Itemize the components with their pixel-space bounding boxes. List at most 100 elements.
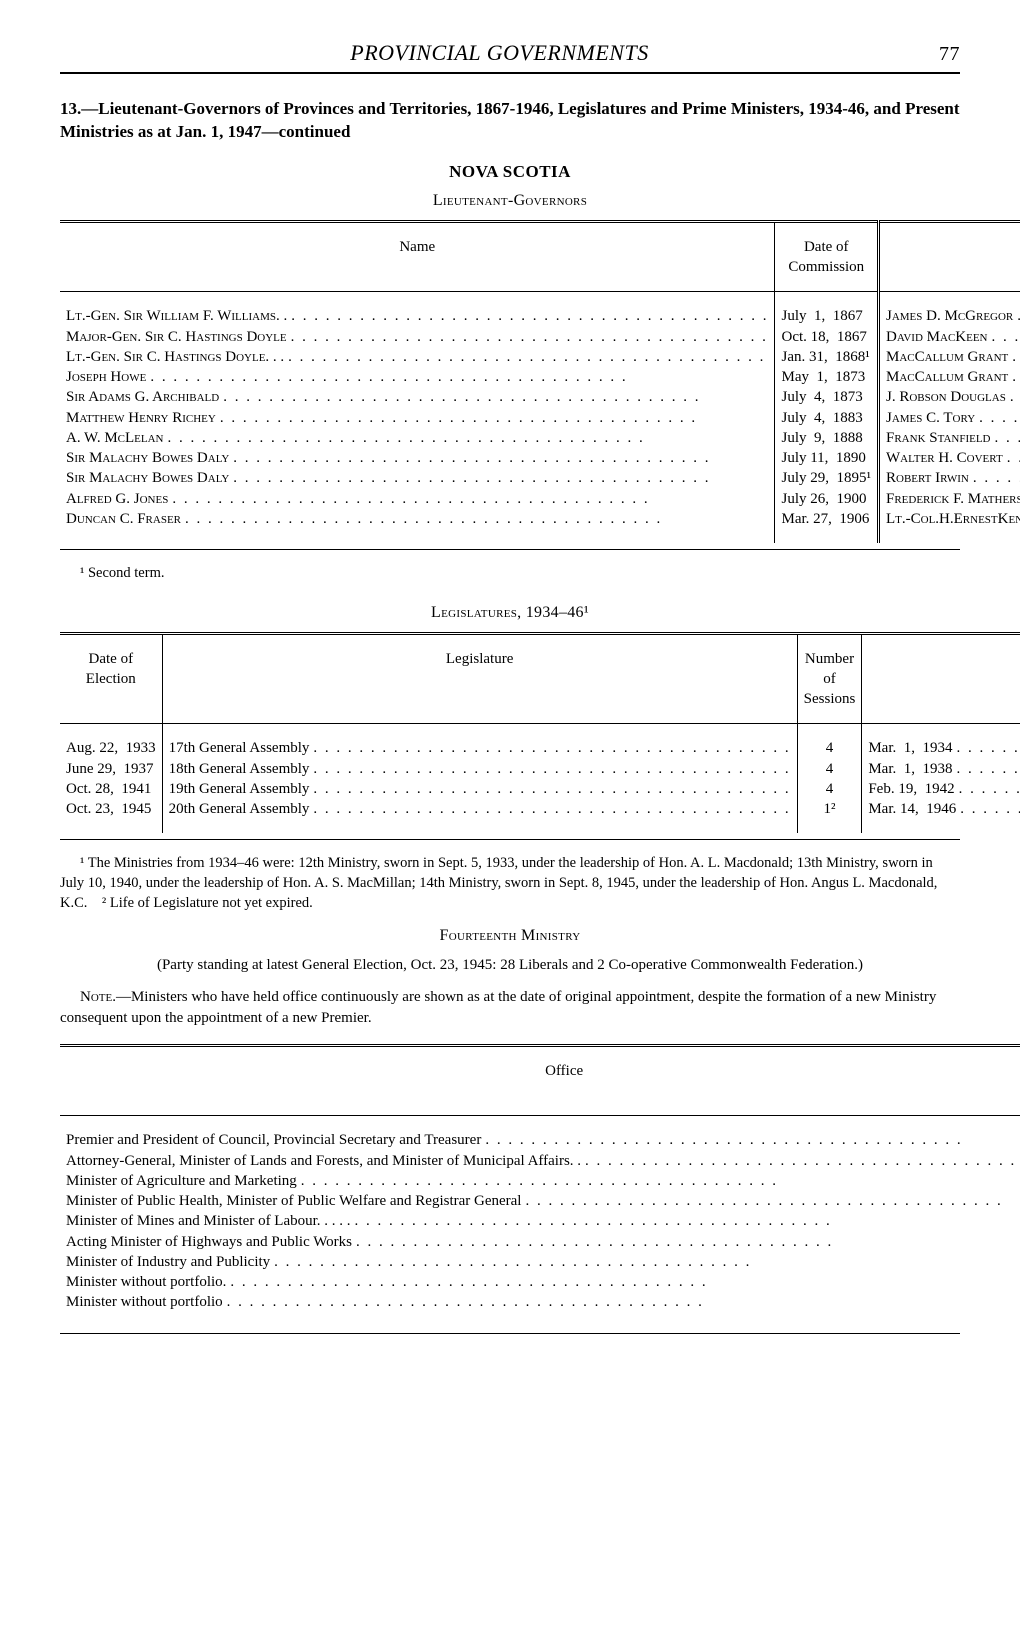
lg-date: Mar. 27, 1906 xyxy=(775,509,879,529)
lg-subheading: Lieutenant-Governors xyxy=(60,192,960,210)
lg-name: Sir Malachy Bowes Daly xyxy=(60,448,775,468)
leg-col-4: Date of First Opening xyxy=(862,633,1020,724)
ministry-office: Minister of Industry and Publicity xyxy=(60,1252,1020,1272)
lg-date: July 29, 1895¹ xyxy=(775,468,879,488)
min-col-office: Office xyxy=(60,1045,1020,1116)
ministry-office: Attorney-General, Minister of Lands and … xyxy=(60,1151,1020,1171)
leg-row: June 29, 193718th General Assembly4Mar. … xyxy=(60,759,1020,779)
lg-row: Sir Adams G. ArchibaldJuly 4, 1873J. Rob… xyxy=(60,387,1020,407)
leg-election: June 29, 1937 xyxy=(60,759,162,779)
leg-col-3: Number of Sessions xyxy=(797,633,862,724)
ministry-table: Office Name Date of Appointment Premier … xyxy=(60,1044,1020,1327)
leg-legislature: 18th General Assembly xyxy=(162,759,797,779)
ministry-office: Acting Minister of Highways and Public W… xyxy=(60,1232,1020,1252)
lg-name: MacCallum Grant xyxy=(879,367,1020,387)
lg-date: July 11, 1890 xyxy=(775,448,879,468)
leg-sessions: 1² xyxy=(797,799,862,819)
lg-name: Frederick F. Mathers, K.C.. . . xyxy=(879,489,1020,509)
lg-row: Sir Malachy Bowes DalyJuly 11, 1890Walte… xyxy=(60,448,1020,468)
lg-name: Lt.-Col.H.ErnestKendall,M.D. xyxy=(879,509,1020,529)
ministry-row: Minister without portfolio.Hon. J. Willi… xyxy=(60,1272,1020,1292)
ministry-office: Premier and President of Council, Provin… xyxy=(60,1130,1020,1150)
ministry-row: Minister without portfolioHon. Geoffrey … xyxy=(60,1292,1020,1312)
lg-name: MacCallum Grant xyxy=(879,347,1020,367)
ministry-row: Minister of Public Health, Minister of P… xyxy=(60,1191,1020,1211)
lg-row: Duncan C. FraserMar. 27, 1906Lt.-Col.H.E… xyxy=(60,509,1020,529)
note-label: Note. xyxy=(80,989,116,1005)
lg-row: Lt.-Gen. Sir C. Hastings Doyle. . .Jan. … xyxy=(60,347,1020,367)
leg-row: Aug. 22, 193317th General Assembly4Mar. … xyxy=(60,738,1020,758)
lg-name: Duncan C. Fraser xyxy=(60,509,775,529)
lg-date: Jan. 31, 1868¹ xyxy=(775,347,879,367)
lg-name: David MacKeen xyxy=(879,327,1020,347)
leg-subheading: Legislatures, 1934–46¹ xyxy=(60,604,960,622)
lg-row: Major-Gen. Sir C. Hastings DoyleOct. 18,… xyxy=(60,327,1020,347)
leg-legislature: 17th General Assembly xyxy=(162,738,797,758)
ministry-row: Minister of Mines and Minister of Labour… xyxy=(60,1211,1020,1231)
ministry-office: Minister without portfolio xyxy=(60,1292,1020,1312)
lg-name: Sir Adams G. Archibald xyxy=(60,387,775,407)
lg-row: Joseph HoweMay 1, 1873MacCallum GrantMar… xyxy=(60,367,1020,387)
page-number: 77 xyxy=(939,43,960,66)
ministry-row: Minister of Agriculture and MarketingHon… xyxy=(60,1171,1020,1191)
lg-date: July 1, 1867 xyxy=(775,306,879,326)
lg-name: Major-Gen. Sir C. Hastings Doyle xyxy=(60,327,775,347)
ministry-office: Minister without portfolio. xyxy=(60,1272,1020,1292)
ministry-office: Minister of Mines and Minister of Labour… xyxy=(60,1211,1020,1231)
lg-name: James C. Tory xyxy=(879,408,1020,428)
leg-election: Oct. 23, 1945 xyxy=(60,799,162,819)
running-title: PROVINCIAL GOVERNMENTS xyxy=(350,40,648,66)
lg-name: James D. McGregor xyxy=(879,306,1020,326)
leg-col-2: Legislature xyxy=(162,633,797,724)
lg-row: Sir Malachy Bowes DalyJuly 29, 1895¹Robe… xyxy=(60,468,1020,488)
lg-name: Robert Irwin xyxy=(879,468,1020,488)
leg-sessions: 4 xyxy=(797,779,862,799)
lg-date: July 4, 1873 xyxy=(775,387,879,407)
leg-table: Date of Election Legislature Number of S… xyxy=(60,632,1020,834)
leg-sessions: 4 xyxy=(797,738,862,758)
ministry-office: Minister of Public Health, Minister of P… xyxy=(60,1191,1020,1211)
lg-date: Oct. 18, 1867 xyxy=(775,327,879,347)
lg-name: Frank Stanfield xyxy=(879,428,1020,448)
ministry-note: Note.—Ministers who have held office con… xyxy=(60,987,960,1028)
lg-name: A. W. McLelan xyxy=(60,428,775,448)
lg-row: Alfred G. JonesJuly 26, 1900Frederick F.… xyxy=(60,489,1020,509)
ministry-row: Attorney-General, Minister of Lands and … xyxy=(60,1151,1020,1171)
lg-row: Matthew Henry RicheyJuly 4, 1883James C.… xyxy=(60,408,1020,428)
lg-date: July 26, 1900 xyxy=(775,489,879,509)
lg-row: Lt.-Gen. Sir William F. Williams. .July … xyxy=(60,306,1020,326)
ministry-heading: Fourteenth Ministry xyxy=(60,927,960,945)
leg-opening: Mar. 1, 1934 xyxy=(862,738,1020,758)
lg-name: J. Robson Douglas xyxy=(879,387,1020,407)
lg-name: Walter H. Covert xyxy=(879,448,1020,468)
leg-sessions: 4 xyxy=(797,759,862,779)
leg-opening: Mar. 14, 1946 xyxy=(862,799,1020,819)
lg-name: Joseph Howe xyxy=(60,367,775,387)
leg-election: Aug. 22, 1933 xyxy=(60,738,162,758)
lg-name: Alfred G. Jones xyxy=(60,489,775,509)
ministry-row: Acting Minister of Highways and Public W… xyxy=(60,1232,1020,1252)
lg-name: Lt.-Gen. Sir C. Hastings Doyle. . . xyxy=(60,347,775,367)
ministry-office: Minister of Agriculture and Marketing xyxy=(60,1171,1020,1191)
lg-col-name-right: Name xyxy=(879,221,1020,292)
party-standing: (Party standing at latest General Electi… xyxy=(60,955,960,975)
leg-col-1: Date of Election xyxy=(60,633,162,724)
lg-date: July 4, 1883 xyxy=(775,408,879,428)
leg-opening: Feb. 19, 1942 xyxy=(862,779,1020,799)
province-heading: NOVA SCOTIA xyxy=(60,162,960,182)
lg-name: Sir Malachy Bowes Daly xyxy=(60,468,775,488)
lg-table: Name Date of Commission Name Date of Com… xyxy=(60,220,1020,543)
lg-col-date-left: Date of Commission xyxy=(775,221,879,292)
ministry-row: Minister of Industry and PublicityHon. H… xyxy=(60,1252,1020,1272)
lg-footnote: ¹ Second term. xyxy=(60,564,960,584)
lg-name: Matthew Henry Richey xyxy=(60,408,775,428)
section-title: 13.—Lieutenant-Governors of Provinces an… xyxy=(60,98,960,144)
note-text: —Ministers who have held office continuo… xyxy=(60,989,936,1025)
leg-legislature: 19th General Assembly xyxy=(162,779,797,799)
leg-row: Oct. 23, 194520th General Assembly1²Mar.… xyxy=(60,799,1020,819)
lg-row: A. W. McLelanJuly 9, 1888Frank Stanfield… xyxy=(60,428,1020,448)
lg-date: May 1, 1873 xyxy=(775,367,879,387)
lg-name: Lt.-Gen. Sir William F. Williams. . xyxy=(60,306,775,326)
leg-footnote: ¹ The Ministries from 1934–46 were: 12th… xyxy=(60,854,960,913)
leg-legislature: 20th General Assembly xyxy=(162,799,797,819)
